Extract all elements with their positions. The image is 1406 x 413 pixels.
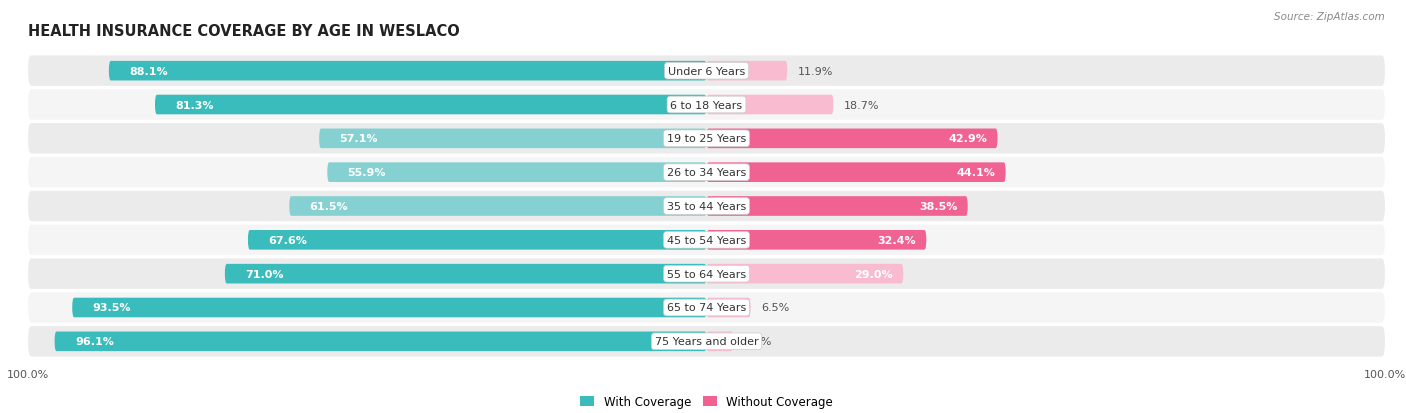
Text: 42.9%: 42.9%	[949, 134, 987, 144]
Text: 67.6%: 67.6%	[269, 235, 307, 245]
FancyBboxPatch shape	[247, 230, 707, 250]
FancyBboxPatch shape	[707, 163, 1005, 183]
FancyBboxPatch shape	[28, 326, 1385, 357]
Text: 55.9%: 55.9%	[347, 168, 387, 178]
FancyBboxPatch shape	[28, 259, 1385, 289]
Text: 75 Years and older: 75 Years and older	[655, 337, 758, 347]
Text: 6 to 18 Years: 6 to 18 Years	[671, 100, 742, 110]
FancyBboxPatch shape	[225, 264, 707, 284]
Text: 38.5%: 38.5%	[920, 202, 957, 211]
FancyBboxPatch shape	[28, 90, 1385, 121]
Text: 3.9%: 3.9%	[744, 337, 772, 347]
FancyBboxPatch shape	[707, 129, 997, 149]
Text: 65 to 74 Years: 65 to 74 Years	[666, 303, 747, 313]
FancyBboxPatch shape	[28, 292, 1385, 323]
Text: 61.5%: 61.5%	[309, 202, 349, 211]
FancyBboxPatch shape	[707, 197, 967, 216]
Text: 18.7%: 18.7%	[844, 100, 879, 110]
FancyBboxPatch shape	[328, 163, 707, 183]
Text: 88.1%: 88.1%	[129, 66, 167, 76]
FancyBboxPatch shape	[319, 129, 707, 149]
Text: 6.5%: 6.5%	[761, 303, 789, 313]
FancyBboxPatch shape	[72, 298, 707, 318]
Text: Source: ZipAtlas.com: Source: ZipAtlas.com	[1274, 12, 1385, 22]
Text: 11.9%: 11.9%	[797, 66, 832, 76]
FancyBboxPatch shape	[707, 264, 903, 284]
FancyBboxPatch shape	[55, 332, 707, 351]
FancyBboxPatch shape	[707, 62, 787, 81]
Legend: With Coverage, Without Coverage: With Coverage, Without Coverage	[579, 395, 834, 408]
Text: 26 to 34 Years: 26 to 34 Years	[666, 168, 747, 178]
FancyBboxPatch shape	[28, 225, 1385, 255]
FancyBboxPatch shape	[155, 95, 707, 115]
Text: 71.0%: 71.0%	[245, 269, 284, 279]
Text: 35 to 44 Years: 35 to 44 Years	[666, 202, 747, 211]
FancyBboxPatch shape	[707, 95, 834, 115]
FancyBboxPatch shape	[108, 62, 707, 81]
Text: 44.1%: 44.1%	[956, 168, 995, 178]
FancyBboxPatch shape	[707, 332, 733, 351]
FancyBboxPatch shape	[707, 298, 751, 318]
FancyBboxPatch shape	[707, 230, 927, 250]
Text: 57.1%: 57.1%	[339, 134, 378, 144]
Text: 96.1%: 96.1%	[75, 337, 114, 347]
Text: 93.5%: 93.5%	[93, 303, 131, 313]
FancyBboxPatch shape	[28, 56, 1385, 87]
Text: Under 6 Years: Under 6 Years	[668, 66, 745, 76]
FancyBboxPatch shape	[290, 197, 707, 216]
Text: 19 to 25 Years: 19 to 25 Years	[666, 134, 747, 144]
Text: 55 to 64 Years: 55 to 64 Years	[666, 269, 747, 279]
FancyBboxPatch shape	[28, 191, 1385, 222]
Text: 32.4%: 32.4%	[877, 235, 917, 245]
FancyBboxPatch shape	[28, 158, 1385, 188]
Text: 29.0%: 29.0%	[855, 269, 893, 279]
Text: 81.3%: 81.3%	[176, 100, 214, 110]
Text: 45 to 54 Years: 45 to 54 Years	[666, 235, 747, 245]
Text: HEALTH INSURANCE COVERAGE BY AGE IN WESLACO: HEALTH INSURANCE COVERAGE BY AGE IN WESL…	[28, 24, 460, 39]
FancyBboxPatch shape	[28, 124, 1385, 154]
